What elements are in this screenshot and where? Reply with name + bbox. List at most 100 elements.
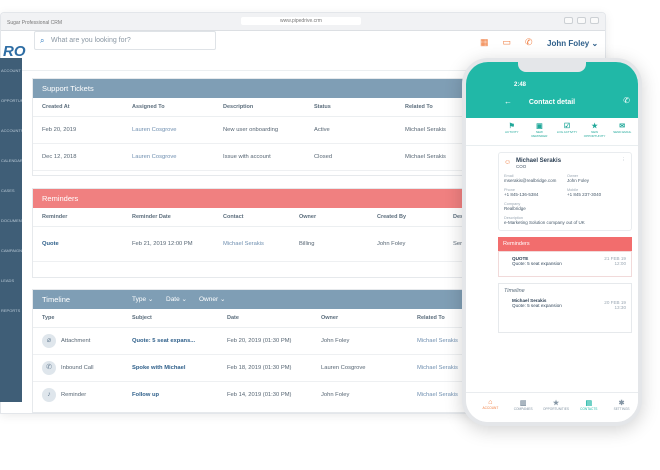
window-controls	[564, 17, 599, 24]
column-header[interactable]: Owner	[321, 315, 339, 321]
column-header[interactable]: Reminder Date	[132, 214, 171, 220]
column-header[interactable]: Created By	[377, 214, 407, 220]
tab-companies[interactable]: ▥ COMPANIES	[507, 393, 540, 422]
more-icon[interactable]: ⋮	[621, 157, 627, 162]
type: Reminder	[61, 392, 87, 398]
apps-grid-icon[interactable]: ▦	[480, 37, 489, 47]
tab-label: ACCOUNT	[482, 406, 499, 410]
tab-label: OPPORTUNITIES	[543, 407, 569, 411]
phone-timeline-title: Timeline	[504, 288, 525, 294]
close-button[interactable]	[590, 17, 599, 24]
panel-title: Support Tickets	[33, 79, 499, 98]
panel-title: Reminders	[33, 189, 499, 208]
action-new-opportunity[interactable]: ★ NEW OPPORTUNITY	[583, 122, 606, 145]
phone-reminder-item[interactable]: QUOTE Quote: 5 seat expansion 21 FEB 19 1…	[498, 251, 632, 277]
column-header[interactable]: Subject	[132, 315, 152, 321]
tab-opportunities[interactable]: ★ OPPORTUNITIES	[540, 393, 573, 422]
table-row[interactable]: ♪ Reminder Follow up Feb 14, 2019 (01:30…	[33, 382, 499, 409]
back-arrow-icon[interactable]: ←	[504, 97, 512, 106]
sidebar-item[interactable]: OPPORTUNITIES	[1, 98, 22, 103]
reminder-name[interactable]: Quote	[42, 241, 59, 247]
timeline-item-time: 13:30	[614, 305, 627, 310]
maximize-button[interactable]	[577, 17, 586, 24]
timeline-panel: Timeline Type ⌄ Date ⌄ Owner ⌄ Type Subj…	[32, 289, 500, 413]
flag-icon: ⚑	[508, 123, 515, 130]
owner: John Foley	[321, 392, 350, 398]
minimize-button[interactable]	[564, 17, 573, 24]
user-menu[interactable]: John Foley ⌄	[547, 39, 599, 48]
action-new-reminder[interactable]: ▣ NEW REMINDER	[528, 122, 551, 145]
subject-link[interactable]: Follow up	[132, 392, 160, 398]
address-bar[interactable]: www.pipedrive.crm	[241, 17, 361, 25]
browser-chrome: Sugar Professional CRM www.pipedrive.crm	[1, 13, 605, 31]
column-header[interactable]: Assigned To	[132, 104, 165, 110]
assigned-to-link[interactable]: Lauren Cosgrove	[132, 127, 177, 133]
column-header[interactable]: Contact	[223, 214, 244, 220]
filter-owner[interactable]: Owner ⌄	[199, 296, 226, 303]
sidebar-item[interactable]: LEADS	[1, 278, 15, 283]
bell-icon: ▣	[536, 123, 543, 130]
action-activity[interactable]: ⚑ ACTIVITY	[500, 122, 523, 145]
action-send-email[interactable]: ✉ SEND EMAIL	[611, 122, 634, 145]
app-logo[interactable]: RO	[3, 43, 26, 60]
owner: John Foley	[321, 338, 350, 344]
sidebar-item[interactable]: REPORTS	[1, 308, 21, 313]
sidebar-item[interactable]: CAMPAIGNS	[1, 248, 22, 253]
subject-link[interactable]: Quote: 5 seat expans...	[132, 338, 196, 344]
sidebar-item[interactable]: ACCOUNT	[1, 68, 21, 73]
phone-value[interactable]: +1 845-136-5384	[504, 192, 539, 197]
column-header[interactable]: Status	[314, 104, 331, 110]
column-header[interactable]: Description	[223, 104, 254, 110]
column-header[interactable]: Related To	[417, 315, 445, 321]
related-link[interactable]: Michael Serakis	[417, 338, 458, 344]
table-row[interactable]: ✆ Inbound Call Spoke with Michael Feb 18…	[33, 355, 499, 382]
filter-label: Date	[166, 296, 180, 303]
column-header[interactable]: Type	[42, 315, 55, 321]
subject-link[interactable]: Spoke with Michael	[132, 365, 186, 371]
table-row[interactable]: Dec 12, 2018 Lauren Cosgrove Issue with …	[33, 144, 499, 171]
action-label: SEND EMAIL	[613, 130, 632, 134]
contact-link[interactable]: Michael Serakis	[223, 241, 264, 247]
table-row[interactable]: Quote Feb 21, 2019 12:00 PM Michael Sera…	[33, 227, 499, 262]
timeline-item-date: 20 FEB 19	[604, 300, 626, 305]
sidebar-item[interactable]: ACCOUNTS	[1, 128, 22, 133]
column-header[interactable]: Created At	[42, 104, 70, 110]
reminder-date: 21 FEB 19	[604, 256, 626, 261]
filter-label: Type	[132, 296, 147, 303]
column-header[interactable]: Owner	[299, 214, 317, 220]
tab-contacts[interactable]: ▤ CONTACTS	[572, 393, 605, 422]
reminder-title: QUOTE	[512, 256, 529, 261]
gear-icon: ✱	[618, 400, 625, 407]
sidebar-item[interactable]: DOCUMENTS	[1, 218, 22, 223]
filter-date[interactable]: Date ⌄	[166, 296, 187, 303]
email-value[interactable]: mserakis@realbridge.com	[504, 178, 557, 183]
assigned-to-link[interactable]: Lauren Cosgrove	[132, 154, 177, 160]
company-value: Realbridge	[504, 206, 526, 211]
sidebar-item[interactable]: CASES	[1, 188, 15, 193]
search-input[interactable]: ⌕ What are you looking for?	[34, 31, 216, 50]
table-row[interactable]: ⌀ Attachment Quote: 5 seat expans... Feb…	[33, 328, 499, 355]
sidebar-item[interactable]: CALENDAR	[1, 158, 22, 163]
tab-settings[interactable]: ✱ SETTINGS	[605, 393, 638, 422]
tab-label: COMPANIES	[513, 407, 533, 411]
action-log-activity[interactable]: ☑ LOG ACTIVITY	[555, 122, 578, 145]
column-header[interactable]: Reminder	[42, 214, 68, 220]
chat-icon[interactable]: ▭	[502, 37, 512, 47]
timeline-item[interactable]: Michael Serakis Quote: 5 seat expansion	[504, 298, 626, 308]
table-row[interactable]: Feb 20, 2019 Lauren Cosgrove New user on…	[33, 117, 499, 144]
owner: Lauren Cosgrove	[321, 365, 366, 371]
column-header[interactable]: Related To	[405, 104, 433, 110]
filter-type[interactable]: Type ⌄	[132, 296, 154, 303]
call-icon[interactable]: ✆	[623, 96, 630, 105]
related-link[interactable]: Michael Serakis	[417, 365, 458, 371]
description-value: e-Marketing Solution company out of UK	[504, 220, 585, 225]
phone-icon[interactable]: ✆	[525, 37, 533, 47]
mobile-value[interactable]: +1 845 237-3040	[567, 192, 602, 197]
tab-account[interactable]: ⌂ ACCOUNT	[474, 393, 507, 422]
star-icon: ★	[591, 123, 598, 130]
column-header[interactable]: Date	[227, 315, 239, 321]
related-link[interactable]: Michael Serakis	[417, 392, 458, 398]
table-header: Reminder Reminder Date Contact Owner Cre…	[33, 208, 499, 227]
browser-tab[interactable]: Sugar Professional CRM	[7, 20, 63, 26]
phone-reminders-title: Reminders	[498, 237, 632, 251]
